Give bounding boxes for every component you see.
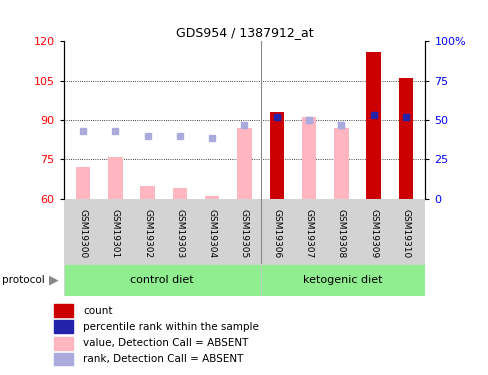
- Bar: [269, 112, 284, 199]
- Text: GSM19301: GSM19301: [111, 209, 120, 258]
- Bar: [54, 304, 73, 317]
- Text: GSM19308: GSM19308: [336, 209, 345, 258]
- Bar: [54, 337, 73, 350]
- Text: GSM19307: GSM19307: [304, 209, 313, 258]
- Text: GSM19304: GSM19304: [207, 209, 216, 258]
- Bar: [54, 321, 73, 333]
- Title: GDS954 / 1387912_at: GDS954 / 1387912_at: [175, 26, 313, 39]
- Text: value, Detection Call = ABSENT: value, Detection Call = ABSENT: [83, 338, 248, 348]
- Bar: [54, 352, 73, 365]
- Bar: [76, 167, 90, 199]
- Text: GSM19306: GSM19306: [272, 209, 281, 258]
- Bar: [172, 188, 187, 199]
- Text: count: count: [83, 306, 112, 315]
- Text: percentile rank within the sample: percentile rank within the sample: [83, 322, 259, 332]
- Text: protocol: protocol: [2, 275, 45, 285]
- Bar: [140, 186, 155, 199]
- Text: GSM19309: GSM19309: [368, 209, 377, 258]
- Text: GSM19302: GSM19302: [143, 209, 152, 258]
- Text: rank, Detection Call = ABSENT: rank, Detection Call = ABSENT: [83, 354, 243, 364]
- Bar: [108, 157, 122, 199]
- Text: GSM19303: GSM19303: [175, 209, 184, 258]
- Bar: [204, 196, 219, 199]
- Text: GSM19300: GSM19300: [78, 209, 87, 258]
- Bar: [260, 264, 425, 296]
- Bar: [301, 117, 316, 199]
- Bar: [398, 78, 412, 199]
- Bar: [237, 128, 251, 199]
- Text: GSM19310: GSM19310: [401, 209, 410, 258]
- Text: ketogenic diet: ketogenic diet: [303, 275, 382, 285]
- Bar: [366, 52, 380, 199]
- Bar: [333, 128, 348, 199]
- Text: control diet: control diet: [130, 275, 194, 285]
- Text: GSM19305: GSM19305: [240, 209, 248, 258]
- Bar: [398, 78, 412, 199]
- Bar: [63, 264, 260, 296]
- Text: ▶: ▶: [49, 274, 59, 287]
- Bar: [269, 112, 284, 199]
- Bar: [366, 52, 380, 199]
